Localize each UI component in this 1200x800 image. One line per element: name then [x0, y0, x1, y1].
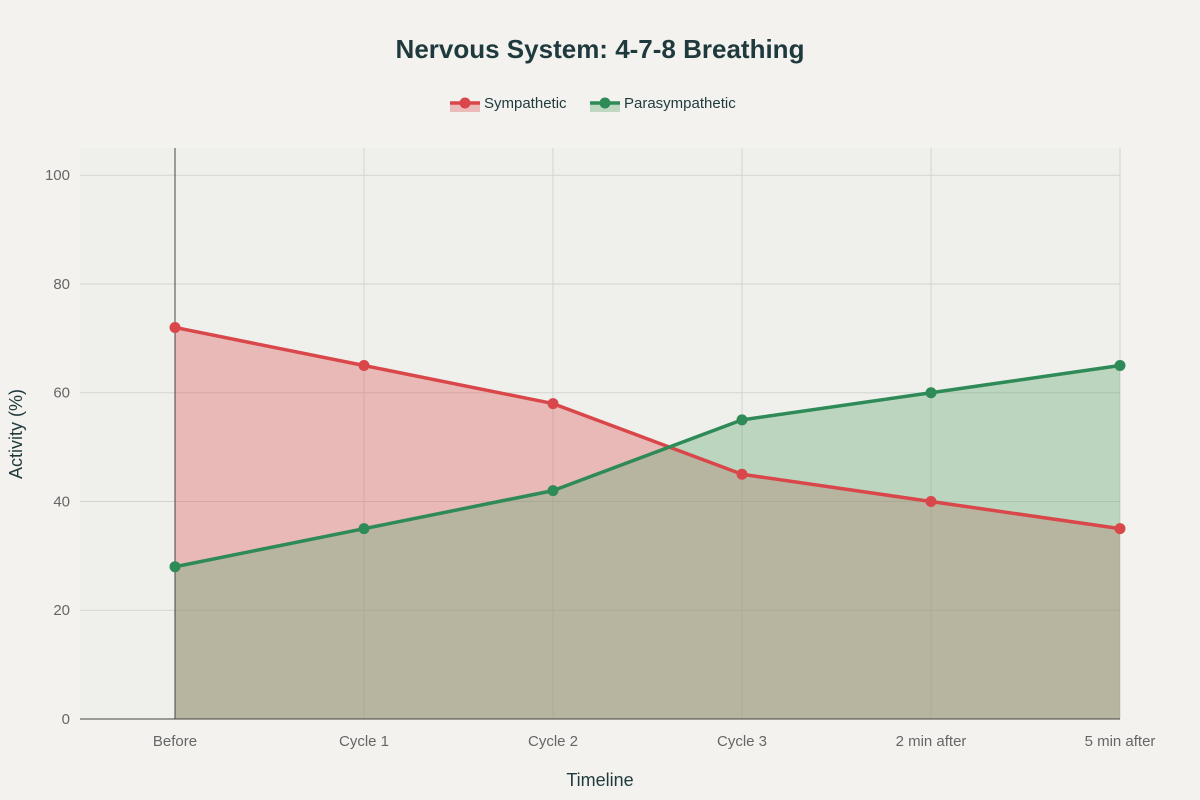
- x-tick-label: 5 min after: [1085, 733, 1156, 750]
- x-tick-label: Cycle 3: [717, 733, 767, 750]
- x-tick-label: Cycle 2: [528, 733, 578, 750]
- y-axis-title: Activity (%): [6, 389, 26, 479]
- marker-parasympathetic: [1114, 360, 1126, 372]
- line-sympathetic: [174, 325, 1121, 531]
- x-tick-label: Cycle 1: [339, 733, 389, 750]
- marker-parasympathetic: [925, 387, 937, 399]
- marker-sympathetic: [358, 360, 370, 372]
- marker-parasympathetic: [358, 523, 370, 535]
- legend-swatch-marker-parasympathetic: [599, 97, 611, 109]
- y-tick-label: 40: [53, 493, 70, 510]
- marker-parasympathetic: [547, 485, 559, 497]
- marker-sympathetic: [169, 321, 181, 333]
- marker-sympathetic: [736, 468, 748, 480]
- y-tick-label: 80: [53, 276, 70, 293]
- marker-sympathetic: [925, 495, 937, 507]
- marker-parasympathetic: [169, 561, 181, 573]
- line-parasympathetic: [174, 363, 1121, 569]
- marker-sympathetic: [1114, 523, 1126, 535]
- y-tick-label: 20: [53, 602, 70, 619]
- legend-swatch-marker-sympathetic: [459, 97, 471, 109]
- x-tick-label: Before: [153, 733, 197, 750]
- x-tick-label: 2 min after: [896, 733, 967, 750]
- y-tick-label: 100: [45, 167, 70, 184]
- y-tick-label: 0: [62, 711, 70, 728]
- y-tick-label: 60: [53, 385, 70, 402]
- marker-parasympathetic: [736, 414, 748, 426]
- legend-label-parasympathetic: Parasympathetic: [624, 95, 736, 112]
- plot-area: [80, 148, 1120, 719]
- marker-sympathetic: [547, 398, 559, 410]
- x-axis-title: Timeline: [566, 770, 633, 790]
- legend-label-sympathetic: Sympathetic: [484, 95, 567, 112]
- area-sympathetic: [175, 327, 1120, 719]
- area-parasympathetic: [175, 365, 1120, 719]
- chart-title: Nervous System: 4-7-8 Breathing: [396, 34, 805, 64]
